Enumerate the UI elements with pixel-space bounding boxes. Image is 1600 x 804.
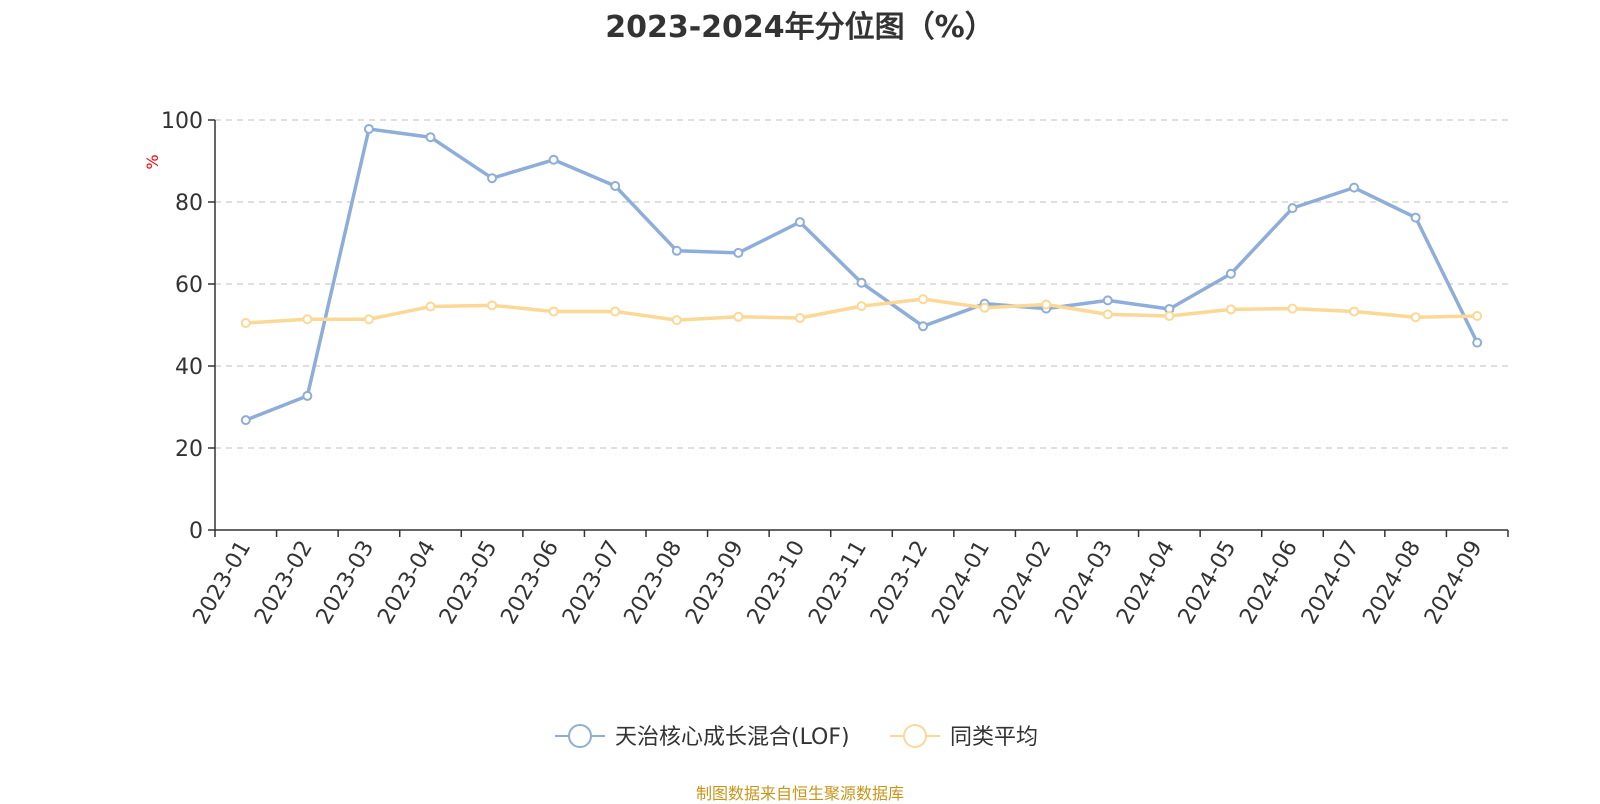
y-tick-label: 20 [175,437,203,462]
series [240,124,1483,426]
x-tick-label: 2023-11 [804,537,872,629]
y-tick-label: 100 [161,109,203,134]
x-tick-label: 2024-02 [989,537,1057,629]
data-point [302,390,313,401]
x-tick-label: 2023-12 [866,537,934,629]
data-point [487,173,498,184]
data-point [979,302,990,313]
data-point [918,321,929,332]
x-tick-label: 2024-07 [1297,537,1365,629]
data-point [1102,295,1113,306]
source-note: 制图数据来自恒生聚源数据库 [695,784,904,803]
series-line [245,127,1479,422]
data-point [671,315,682,326]
data-point [1472,337,1483,348]
y-tick-label: 60 [175,273,203,298]
data-point [240,317,251,328]
x-tick-label: 2024-08 [1358,537,1426,629]
x-tick-label: 2024-04 [1112,537,1180,629]
y-tick-label: 0 [189,519,203,544]
data-point [1472,310,1483,321]
legend-marker [903,724,927,748]
x-tick-label: 2023-03 [312,537,380,629]
data-point [794,217,805,228]
x-tick-label: 2023-04 [373,537,441,629]
chart-title: 2023-2024年分位图（%） [605,10,995,45]
data-point [610,181,621,192]
axes: 0 20 40 60 80 100 2023-012023-022023-032023-04… [161,109,1509,629]
data-point [733,247,744,258]
legend-label: 天治核心成长混合(LOF) [615,725,850,750]
x-tick-label: 2023-02 [250,537,318,629]
data-point [610,306,621,317]
y-tick-label: 80 [175,191,203,216]
data-point [548,154,559,165]
x-tick-label: 2024-03 [1051,537,1119,629]
x-tick-label: 2023-06 [496,537,564,629]
data-point [302,314,313,325]
x-tick-label: 2024-09 [1420,537,1488,629]
data-point [918,294,929,305]
data-point [794,313,805,324]
data-point [1225,268,1236,279]
x-tick-label: 2024-01 [927,537,995,629]
data-point [1349,182,1360,193]
legend-marker [568,724,592,748]
data-point [856,301,867,312]
y-axis-label: % [143,154,162,169]
x-tick-label: 2023-07 [558,537,626,629]
data-point [487,300,498,311]
data-point [1041,299,1052,310]
data-point [425,301,436,312]
data-point [425,132,436,143]
data-point [1102,309,1113,320]
legend-label: 同类平均 [950,725,1038,750]
legend: 天治核心成长混合(LOF) 同类平均 [555,724,1038,750]
data-point [240,415,251,426]
data-point [1287,303,1298,314]
data-point [1164,310,1175,321]
data-point [1287,203,1298,214]
data-point [856,277,867,288]
x-tick-label: 2023-09 [681,537,749,629]
x-tick-label: 2023-05 [435,537,503,629]
x-tick-label: 2024-06 [1235,537,1303,629]
data-point [1410,212,1421,223]
x-tick-label: 2023-08 [620,537,688,629]
data-point [1410,312,1421,323]
y-tick-label: 40 [175,355,203,380]
data-point [548,306,559,317]
x-tick-label: 2023-10 [743,537,811,629]
data-point [671,245,682,256]
x-tick-label: 2023-01 [189,537,257,629]
data-point [363,124,374,135]
data-point [1225,304,1236,315]
data-point [1349,306,1360,317]
line-chart: 0 20 40 60 80 100 2023-012023-022023-032023-04… [143,109,1509,750]
data-point [363,314,374,325]
data-point [733,311,744,322]
x-tick-label: 2024-05 [1174,537,1242,629]
